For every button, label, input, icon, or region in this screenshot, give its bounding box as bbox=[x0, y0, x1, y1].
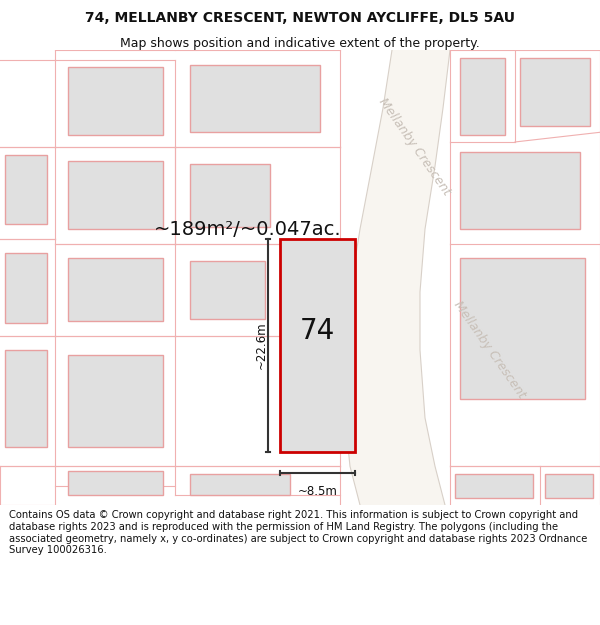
Text: 74: 74 bbox=[300, 317, 335, 345]
Bar bbox=[545, 474, 593, 498]
Bar bbox=[280, 239, 355, 452]
Bar bbox=[5, 350, 47, 447]
Text: ~8.5m: ~8.5m bbox=[298, 484, 337, 498]
Bar bbox=[460, 258, 585, 399]
Bar bbox=[5, 253, 47, 323]
Bar bbox=[460, 58, 505, 135]
Bar bbox=[5, 154, 47, 224]
Text: 74, MELLANBY CRESCENT, NEWTON AYCLIFFE, DL5 5AU: 74, MELLANBY CRESCENT, NEWTON AYCLIFFE, … bbox=[85, 11, 515, 25]
Bar bbox=[190, 261, 265, 319]
Bar bbox=[190, 164, 270, 227]
Text: ~189m²/~0.047ac.: ~189m²/~0.047ac. bbox=[154, 219, 342, 239]
Polygon shape bbox=[345, 50, 450, 505]
Bar bbox=[68, 68, 163, 135]
Text: Map shows position and indicative extent of the property.: Map shows position and indicative extent… bbox=[120, 38, 480, 51]
Bar bbox=[68, 471, 163, 496]
Text: Contains OS data © Crown copyright and database right 2021. This information is : Contains OS data © Crown copyright and d… bbox=[9, 511, 587, 555]
Bar bbox=[68, 161, 163, 229]
Bar bbox=[190, 474, 290, 496]
Text: ~22.6m: ~22.6m bbox=[254, 321, 268, 369]
Text: Mellanby Crescent: Mellanby Crescent bbox=[451, 299, 529, 401]
Bar bbox=[460, 152, 580, 229]
Bar bbox=[68, 355, 163, 447]
Bar bbox=[68, 258, 163, 321]
Bar bbox=[455, 474, 533, 498]
Bar bbox=[520, 58, 590, 126]
Bar bbox=[190, 64, 320, 132]
Text: Mellanby Crescent: Mellanby Crescent bbox=[376, 96, 454, 198]
